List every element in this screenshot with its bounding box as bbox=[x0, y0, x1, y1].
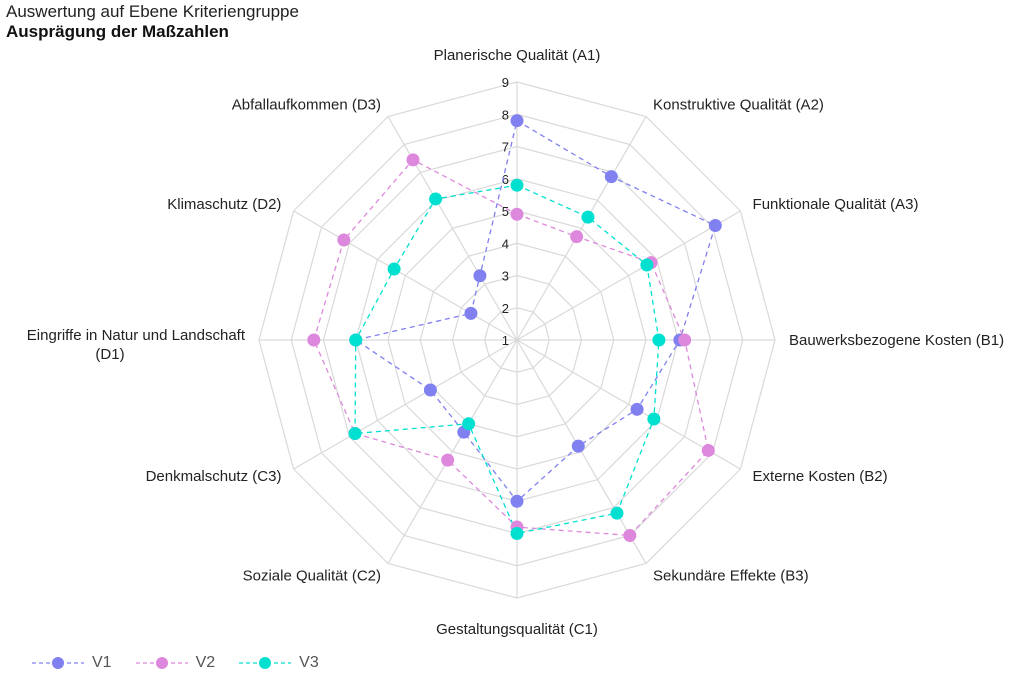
data-point-v3[interactable] bbox=[510, 178, 524, 192]
data-point-v2[interactable] bbox=[337, 233, 351, 247]
radial-tick-labels: 1 2 3 4 5 6 7 8 9 bbox=[502, 75, 509, 348]
chart-title: Auswertung auf Ebene Kriteriengruppe bbox=[6, 2, 299, 21]
data-point-v1[interactable] bbox=[473, 269, 487, 283]
data-point-v3[interactable] bbox=[429, 192, 443, 206]
radial-tick-label: 1 bbox=[502, 333, 509, 348]
radar-grid bbox=[258, 81, 776, 599]
data-point-v3[interactable] bbox=[640, 258, 654, 272]
axis-category-label: Eingriffe in Natur und Landschaft bbox=[27, 327, 246, 344]
radial-tick-label: 4 bbox=[502, 236, 509, 251]
data-point-v1[interactable] bbox=[464, 306, 478, 320]
radial-tick-label: 5 bbox=[502, 204, 509, 219]
data-point-v2[interactable] bbox=[510, 207, 524, 221]
data-point-v1[interactable] bbox=[510, 494, 524, 508]
axis-category-label: Konstruktive Qualität (A2) bbox=[653, 96, 824, 113]
axis-category-label: Bauwerksbezogene Kosten (B1) bbox=[789, 332, 1004, 349]
data-point-v3[interactable] bbox=[348, 427, 362, 441]
radial-tick-label: 2 bbox=[502, 301, 509, 316]
chart-subtitle: Ausprägung der Maßzahlen bbox=[6, 22, 229, 41]
axis-category-label: Planerische Qualität (A1) bbox=[434, 47, 601, 64]
legend-item-v3[interactable]: V3 bbox=[237, 654, 319, 672]
series-line-v1 bbox=[354, 119, 717, 503]
grid-spoke bbox=[516, 116, 647, 341]
grid-spoke bbox=[293, 339, 518, 470]
data-point-v3[interactable] bbox=[647, 412, 661, 426]
axis-category-label: (D1) bbox=[95, 346, 124, 363]
data-point-v2[interactable] bbox=[441, 453, 455, 467]
grid-spoke bbox=[387, 339, 518, 564]
grid-spoke bbox=[516, 210, 741, 341]
legend-swatch-v3-icon bbox=[239, 657, 292, 669]
axis-category-label: Denkmalschutz (C3) bbox=[146, 468, 282, 485]
legend-swatch-v2-icon bbox=[135, 657, 188, 669]
radar-series bbox=[307, 114, 722, 543]
data-point-v3[interactable] bbox=[462, 417, 476, 431]
legend-item-v1[interactable]: V1 bbox=[30, 654, 112, 672]
data-point-v1[interactable] bbox=[604, 170, 618, 184]
axis-category-label: Soziale Qualität (C2) bbox=[243, 568, 381, 585]
radial-tick-label: 9 bbox=[502, 75, 509, 90]
data-point-v2[interactable] bbox=[678, 333, 692, 347]
data-point-v3[interactable] bbox=[652, 333, 666, 347]
axis-category-label: Klimaschutz (D2) bbox=[167, 196, 281, 213]
data-point-v3[interactable] bbox=[610, 506, 624, 520]
axis-category-label: Externe Kosten (B2) bbox=[753, 468, 888, 485]
radial-tick-label: 3 bbox=[502, 269, 509, 284]
axis-category-label: Abfallaufkommen (D3) bbox=[232, 96, 381, 113]
legend-label-v2: V2 bbox=[195, 654, 216, 671]
grid-spoke bbox=[387, 116, 518, 341]
data-point-v3[interactable] bbox=[581, 210, 595, 224]
data-point-v2[interactable] bbox=[701, 443, 715, 457]
data-point-v1[interactable] bbox=[630, 402, 644, 416]
axis-category-label: Gestaltungsqualität (C1) bbox=[436, 621, 598, 638]
data-point-v2[interactable] bbox=[570, 230, 584, 244]
axis-category-label: Sekundäre Effekte (B3) bbox=[653, 568, 809, 585]
data-point-v1[interactable] bbox=[510, 114, 524, 128]
data-point-v1[interactable] bbox=[423, 383, 437, 397]
grid-spoke bbox=[293, 210, 518, 341]
radial-tick-label: 6 bbox=[502, 172, 509, 187]
legend: V1 V2 V3 bbox=[30, 654, 319, 672]
data-point-v2[interactable] bbox=[406, 153, 420, 167]
legend-swatch-v1-icon bbox=[32, 657, 84, 669]
data-point-v3[interactable] bbox=[510, 527, 524, 540]
data-point-v3[interactable] bbox=[387, 262, 401, 276]
radial-tick-label: 8 bbox=[502, 107, 509, 122]
data-point-v2[interactable] bbox=[307, 333, 321, 347]
axis-category-labels: Planerische Qualität (A1) Konstruktive Qu… bbox=[27, 47, 1004, 638]
axis-category-label: Funktionale Qualität (A3) bbox=[753, 196, 919, 213]
legend-label-v3: V3 bbox=[299, 654, 319, 671]
data-point-v1[interactable] bbox=[708, 219, 722, 233]
data-point-v1[interactable] bbox=[571, 439, 585, 453]
legend-item-v2[interactable]: V2 bbox=[134, 654, 216, 672]
radial-tick-label: 7 bbox=[502, 140, 509, 155]
legend-label-v1: V1 bbox=[92, 654, 112, 671]
data-point-v3[interactable] bbox=[349, 333, 363, 347]
data-point-v2[interactable] bbox=[623, 529, 637, 543]
